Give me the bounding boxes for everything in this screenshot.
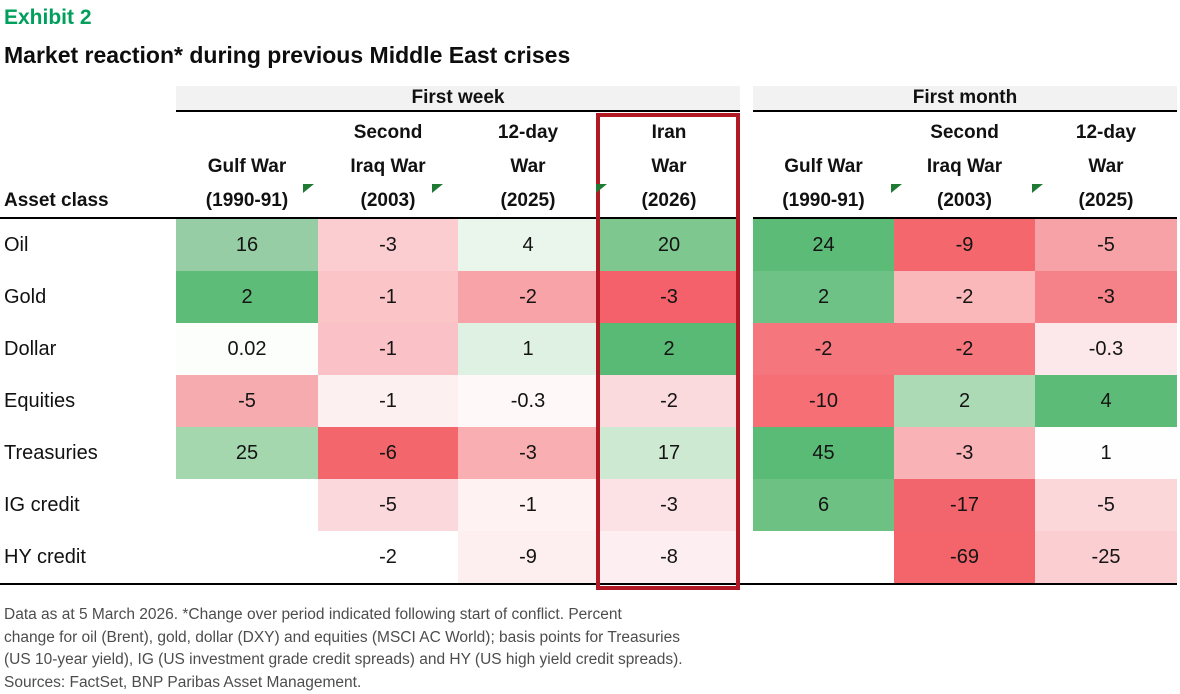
heatmap-cell: -1 [318, 323, 458, 375]
column-header-fm-gulf-war: Gulf War (1990-91) [782, 156, 865, 211]
column-header-fw-gulf-war: Gulf War (1990-91) [205, 156, 289, 211]
heatmap-cell: -17 [894, 479, 1035, 531]
heatmap-cell: -3 [894, 427, 1035, 479]
heatmap-cell: -2 [598, 375, 740, 427]
heatmap-cell: -69 [894, 531, 1035, 583]
table-row-treasuries: Treasuries 25 -6 -3 17 45 -3 1 [0, 427, 1177, 479]
table-row-dollar: Dollar 0.02 -1 1 2 -2 -2 -0.3 [0, 323, 1177, 375]
heatmap-cell: -3 [458, 427, 598, 479]
heatmap-cell: 4 [458, 219, 598, 271]
column-header-fw-second-iraq-war: Second Iraq War (2003) [350, 122, 426, 211]
heatmap-cell: -10 [753, 375, 894, 427]
heatmap-cell: 2 [598, 323, 740, 375]
row-label: Gold [4, 286, 47, 308]
section-gap [740, 219, 753, 271]
header-divider-line [0, 217, 740, 219]
heatmap-cell [176, 479, 318, 531]
heatmap-cell: 17 [598, 427, 740, 479]
heatmap-cell: -5 [1035, 479, 1177, 531]
triangle-marker-icon [432, 184, 443, 193]
heatmap-cell: -3 [1035, 271, 1177, 323]
column-header-fm-second-iraq-war: Second Iraq War (2003) [926, 122, 1003, 211]
triangle-marker-icon [891, 184, 902, 193]
heatmap-cell: 20 [598, 219, 740, 271]
heatmap-cell: -9 [458, 531, 598, 583]
footnote-line: change for oil (Brent), gold, dollar (DX… [4, 628, 680, 646]
heatmap-cell: -1 [318, 375, 458, 427]
heatmap-cell: -2 [894, 323, 1035, 375]
heatmap-cell: -1 [458, 479, 598, 531]
heatmap-cell: -2 [753, 323, 894, 375]
heatmap-cell: 2 [894, 375, 1035, 427]
section-gap [740, 531, 753, 583]
heatmap-cell: -3 [318, 219, 458, 271]
heatmap-cell: -6 [318, 427, 458, 479]
section-gap [740, 479, 753, 531]
section-gap [740, 271, 753, 323]
heatmap-cell: -3 [598, 479, 740, 531]
page-title: Market reaction* during previous Middle … [4, 42, 571, 68]
row-label: HY credit [4, 546, 86, 568]
header-divider-line [753, 217, 1177, 219]
heatmap-cell: -2 [458, 271, 598, 323]
heatmap-cell: -5 [176, 375, 318, 427]
column-header-fm-12-day-war: 12-day War (2025) [1075, 122, 1137, 211]
heatmap-cell: -25 [1035, 531, 1177, 583]
heatmap-cell: 45 [753, 427, 894, 479]
heatmap-cell: 4 [1035, 375, 1177, 427]
column-header-fw-12-day-war: 12-day War (2025) [497, 122, 559, 211]
row-label: Oil [4, 234, 29, 256]
table-row-oil: Oil 16 -3 4 20 24 -9 -5 [0, 219, 1177, 271]
row-label: Treasuries [4, 442, 98, 464]
heatmap-cell [176, 531, 318, 583]
heatmap-cell: -5 [318, 479, 458, 531]
triangle-marker-icon [303, 184, 314, 193]
table-row-gold: Gold 2 -1 -2 -3 2 -2 -3 [0, 271, 1177, 323]
exhibit-label: Exhibit 2 [4, 6, 92, 29]
group-header-first-week: First week [176, 86, 740, 112]
heatmap-cell: -1 [318, 271, 458, 323]
heatmap-cell: 6 [753, 479, 894, 531]
heatmap-cell: -0.3 [458, 375, 598, 427]
row-label: Dollar [4, 338, 57, 360]
group-header-first-month: First month [753, 86, 1177, 112]
section-gap [740, 375, 753, 427]
section-gap [740, 427, 753, 479]
heatmap-cell: -5 [1035, 219, 1177, 271]
heatmap-cell: -3 [598, 271, 740, 323]
table-row-equities: Equities -5 -1 -0.3 -2 -10 2 4 [0, 375, 1177, 427]
footnote-line: Sources: FactSet, BNP Paribas Asset Mana… [4, 673, 362, 691]
footnote-line: Data as at 5 March 2026. *Change over pe… [4, 606, 622, 623]
table-row-ig-credit: IG credit -5 -1 -3 6 -17 -5 [0, 479, 1177, 531]
heatmap-cell: -2 [318, 531, 458, 583]
table-bottom-line [0, 583, 1177, 585]
heatmap-cell: 0.02 [176, 323, 318, 375]
triangle-marker-icon [596, 184, 607, 193]
heatmap-cell [753, 531, 894, 583]
heatmap-cell: 16 [176, 219, 318, 271]
heatmap-cell: 25 [176, 427, 318, 479]
section-gap [740, 323, 753, 375]
row-label: Equities [4, 390, 76, 412]
asset-class-label: Asset class [4, 190, 109, 211]
heatmap-cell: -8 [598, 531, 740, 583]
heatmap-cell: -0.3 [1035, 323, 1177, 375]
heatmap-cell: 24 [753, 219, 894, 271]
heatmap-cell: -2 [894, 271, 1035, 323]
table-row-hy-credit: HY credit -2 -9 -8 -69 -25 [0, 531, 1177, 583]
triangle-marker-icon [1032, 184, 1043, 193]
footnote-line: (US 10-year yield), IG (US investment gr… [4, 651, 683, 668]
footnote: Data as at 5 March 2026. *Change over pe… [4, 604, 683, 694]
heatmap-cell: 2 [176, 271, 318, 323]
heatmap-cell: -9 [894, 219, 1035, 271]
heatmap-cell: 1 [1035, 427, 1177, 479]
heatmap-cell: 2 [753, 271, 894, 323]
column-header-fw-iran-war: Iran War (2026) [641, 122, 697, 211]
row-label: IG credit [4, 494, 80, 516]
heatmap-cell: 1 [458, 323, 598, 375]
